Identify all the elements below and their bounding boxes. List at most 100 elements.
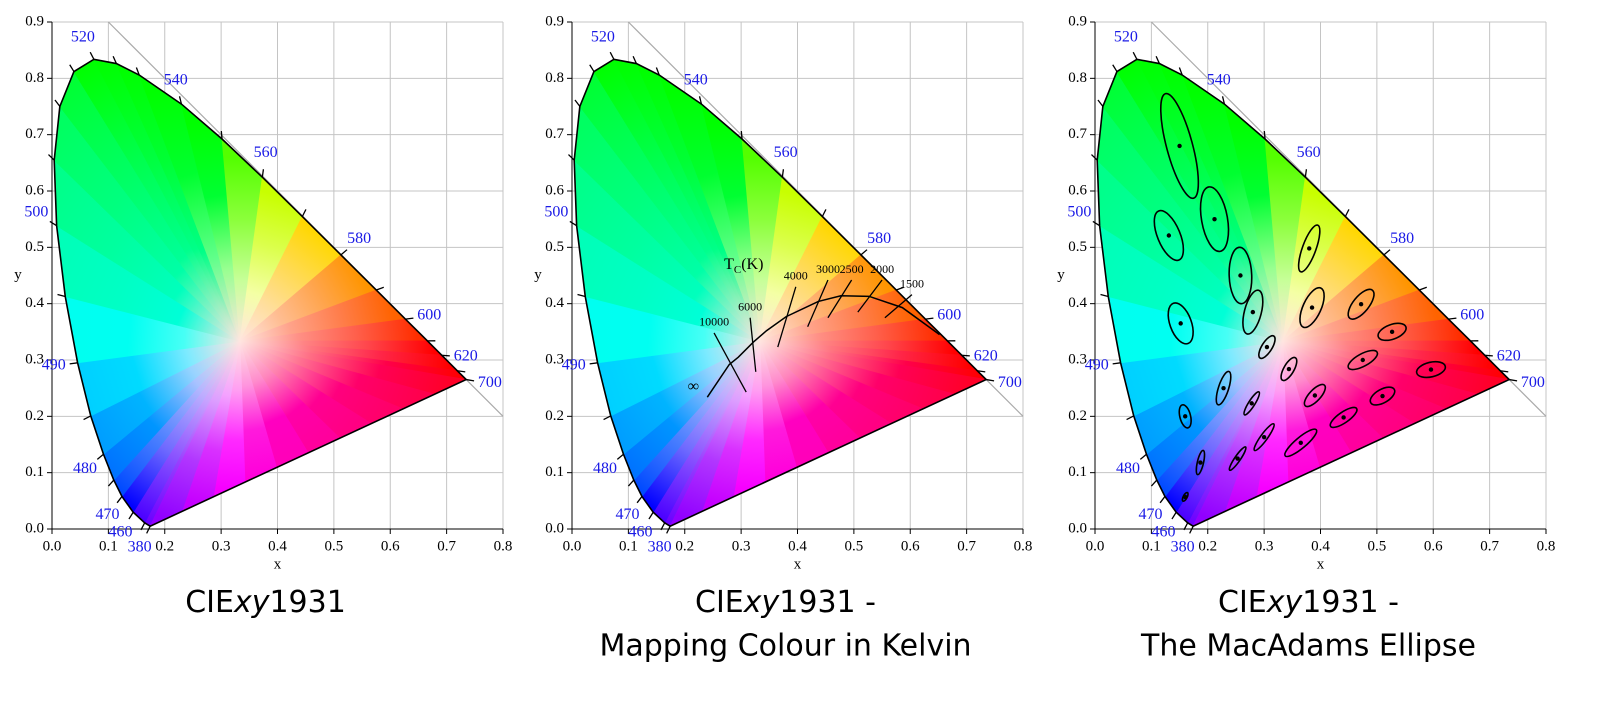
wavelength-label: 600 bbox=[1460, 307, 1484, 324]
y-tick-label: 0.9 bbox=[25, 13, 44, 29]
macadam-ellipse bbox=[1167, 302, 1194, 345]
ellipse-center bbox=[1309, 305, 1315, 310]
isotherm bbox=[857, 279, 883, 313]
locus-tick bbox=[821, 209, 827, 217]
wavelength-label: 460 bbox=[108, 523, 132, 540]
locus-tick bbox=[655, 67, 660, 76]
macadam-ellipse bbox=[1199, 186, 1230, 253]
macadam-ellipse bbox=[1329, 406, 1358, 429]
wavelength-label: 460 bbox=[628, 523, 652, 540]
x-axis-label: x bbox=[1317, 556, 1325, 572]
wavelength-label: 520 bbox=[1114, 29, 1138, 46]
locus-tick bbox=[1221, 96, 1226, 105]
isotherm bbox=[713, 332, 747, 393]
y-tick-label: 0.7 bbox=[25, 126, 44, 142]
y-tick-label: 0.1 bbox=[545, 464, 564, 480]
locus-tick bbox=[616, 453, 624, 460]
y-tick-label: 0.8 bbox=[545, 70, 564, 86]
wavelength-label: 560 bbox=[254, 144, 278, 161]
y-tick-label: 0.4 bbox=[1068, 295, 1087, 311]
x-tick-label: 0.8 bbox=[494, 538, 513, 554]
wavelength-label: 480 bbox=[73, 460, 97, 477]
locus-tick bbox=[1126, 415, 1135, 421]
locus-tick bbox=[89, 51, 95, 60]
macadam-ellipse bbox=[1159, 92, 1200, 200]
x-tick-label: 0.2 bbox=[675, 538, 694, 554]
gamut-fill bbox=[53, 58, 468, 528]
locus-tick bbox=[660, 522, 666, 531]
isotherm-label: 10000 bbox=[699, 315, 729, 329]
wavelength-label: 580 bbox=[347, 230, 371, 247]
y-tick-label: 0.9 bbox=[1068, 13, 1087, 29]
y-tick-label: 0.3 bbox=[25, 351, 44, 367]
gamut-fill bbox=[573, 58, 988, 528]
locus-tick bbox=[1183, 522, 1189, 531]
y-tick-label: 0.5 bbox=[25, 239, 44, 255]
title-suffix: 1931 bbox=[269, 585, 345, 620]
title-prefix: CIE bbox=[1218, 585, 1267, 620]
x-tick-label: 0.4 bbox=[268, 538, 287, 554]
wavelength-label: 540 bbox=[684, 71, 708, 88]
locus-tick bbox=[589, 362, 598, 365]
locus-tick bbox=[1419, 286, 1427, 291]
x-tick-label: 0.8 bbox=[1014, 538, 1033, 554]
temperature-symbol: T bbox=[724, 256, 734, 273]
ellipse-center bbox=[1341, 415, 1346, 420]
wavelength-label: 490 bbox=[42, 357, 66, 374]
title-italic: xy bbox=[233, 585, 271, 620]
locus-tick bbox=[49, 220, 57, 227]
macadam-ellipse bbox=[1195, 449, 1206, 476]
isotherm-label: 4000 bbox=[784, 269, 808, 283]
x-tick-label: 0.7 bbox=[957, 538, 976, 554]
wavelength-label: 380 bbox=[128, 538, 152, 555]
locus-tick bbox=[925, 317, 934, 320]
y-tick-label: 0.0 bbox=[25, 520, 44, 536]
locus-tick bbox=[1112, 64, 1118, 72]
locus-tick bbox=[128, 511, 134, 520]
locus-tick bbox=[116, 496, 123, 504]
ellipse-center bbox=[1249, 401, 1254, 406]
ellipse-center bbox=[1358, 302, 1364, 307]
y-axis-label: y bbox=[534, 267, 542, 283]
wavelength-label: 620 bbox=[1497, 348, 1521, 365]
locus-tick bbox=[986, 378, 995, 382]
wavelength-label: 480 bbox=[1116, 460, 1140, 477]
ellipse-center bbox=[1183, 494, 1188, 500]
ellipse-center bbox=[1360, 357, 1365, 363]
wavelength-label: 620 bbox=[974, 348, 998, 365]
y-tick-label: 0.8 bbox=[25, 70, 44, 86]
locus-tick bbox=[698, 96, 703, 105]
locus-tick bbox=[648, 511, 654, 520]
x-tick-label: 0.3 bbox=[1255, 538, 1274, 554]
locus-tick bbox=[135, 67, 140, 76]
x-tick-label: 0.6 bbox=[381, 538, 400, 554]
macadam-ellipse bbox=[1243, 391, 1261, 416]
ellipse-center bbox=[1177, 143, 1182, 149]
title-suffix: 1931 - bbox=[1302, 585, 1399, 620]
ellipse-center bbox=[1428, 367, 1434, 372]
macadam-ellipse bbox=[1228, 246, 1253, 305]
macadam-ellipse bbox=[1303, 383, 1327, 408]
isotherm-label: 1500 bbox=[900, 276, 924, 290]
locus-tick bbox=[107, 479, 115, 487]
locus-tick bbox=[568, 154, 575, 161]
locus-tick bbox=[896, 286, 904, 291]
x-tick-label: 0.2 bbox=[155, 538, 174, 554]
x-tick-label: 0.5 bbox=[325, 538, 344, 554]
locus-tick bbox=[666, 525, 671, 534]
y-axis-label: y bbox=[1057, 267, 1065, 283]
chart-title: CIExy1931 - bbox=[695, 585, 876, 620]
x-axis-label: x bbox=[274, 556, 282, 572]
macadam-ellipse bbox=[1178, 403, 1192, 429]
wavelength-label: 470 bbox=[615, 506, 639, 523]
locus-tick bbox=[1263, 130, 1266, 140]
locus-tick bbox=[1097, 99, 1104, 107]
locus-tick bbox=[1383, 249, 1391, 256]
locus-tick bbox=[1139, 453, 1147, 460]
wavelength-label: 500 bbox=[544, 204, 568, 221]
locus-tick bbox=[781, 169, 785, 178]
ellipse-center bbox=[1312, 393, 1318, 398]
locus-tick bbox=[146, 525, 151, 534]
ellipse-center bbox=[1380, 393, 1385, 399]
locus-tick bbox=[961, 354, 970, 357]
